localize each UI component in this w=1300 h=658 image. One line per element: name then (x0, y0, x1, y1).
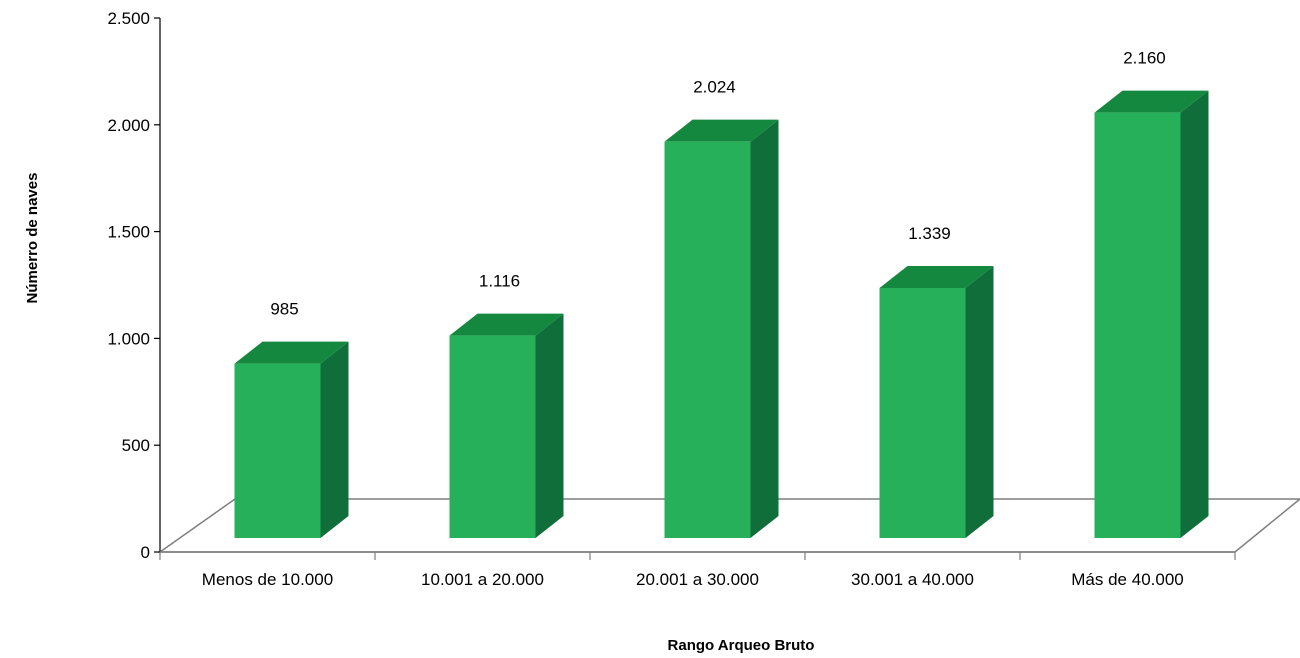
data-label: 2.024 (693, 78, 736, 97)
bar-top (449, 313, 564, 336)
bar-top (234, 341, 349, 364)
y-tick-label: 0 (141, 543, 150, 562)
bar (1094, 90, 1209, 539)
bar-top (879, 265, 994, 288)
bar-side (535, 313, 564, 538)
bar-side (750, 119, 779, 539)
x-tick-label: Menos de 10.000 (202, 570, 333, 589)
bar-front (234, 363, 321, 538)
bars (234, 90, 1209, 539)
bar-front (449, 335, 536, 538)
axes: 0 500 1.000 1.500 2.000 2.500 Menos de 10.000 1… (107, 9, 1236, 589)
x-tick-label: 20.001 a 30.000 (636, 570, 759, 589)
data-label: 985 (270, 300, 298, 319)
y-tick-label: 500 (122, 436, 150, 455)
x-tick-label: Más de 40.000 (1071, 570, 1183, 589)
bar (234, 341, 349, 538)
y-tick-label: 1.500 (107, 223, 150, 242)
bar (879, 265, 994, 538)
y-tick-label: 2.500 (107, 9, 150, 28)
y-tick-label: 2.000 (107, 116, 150, 135)
data-label: 1.116 (479, 272, 520, 291)
x-axis-title: Rango Arqueo Bruto (668, 637, 815, 654)
x-tick-label: 30.001 a 40.000 (851, 570, 974, 589)
bar-top (1094, 90, 1209, 113)
bar-front (664, 141, 751, 539)
labels: 985 1.116 2.024 1.339 2.160 (270, 49, 1165, 319)
bar-side (965, 265, 994, 538)
bar-front (1094, 112, 1181, 539)
bar-top (664, 119, 779, 142)
data-label: 1.339 (908, 224, 951, 243)
bar (664, 119, 779, 539)
bar-front (879, 287, 966, 538)
y-axis-title: Númerro de naves (24, 173, 41, 304)
data-label: 2.160 (1123, 49, 1166, 68)
bar-side (320, 341, 349, 538)
bar (449, 313, 564, 538)
bar-side (1180, 90, 1209, 539)
y-tick-label: 1.000 (107, 329, 150, 348)
x-tick-label: 10.001 a 20.000 (421, 570, 544, 589)
